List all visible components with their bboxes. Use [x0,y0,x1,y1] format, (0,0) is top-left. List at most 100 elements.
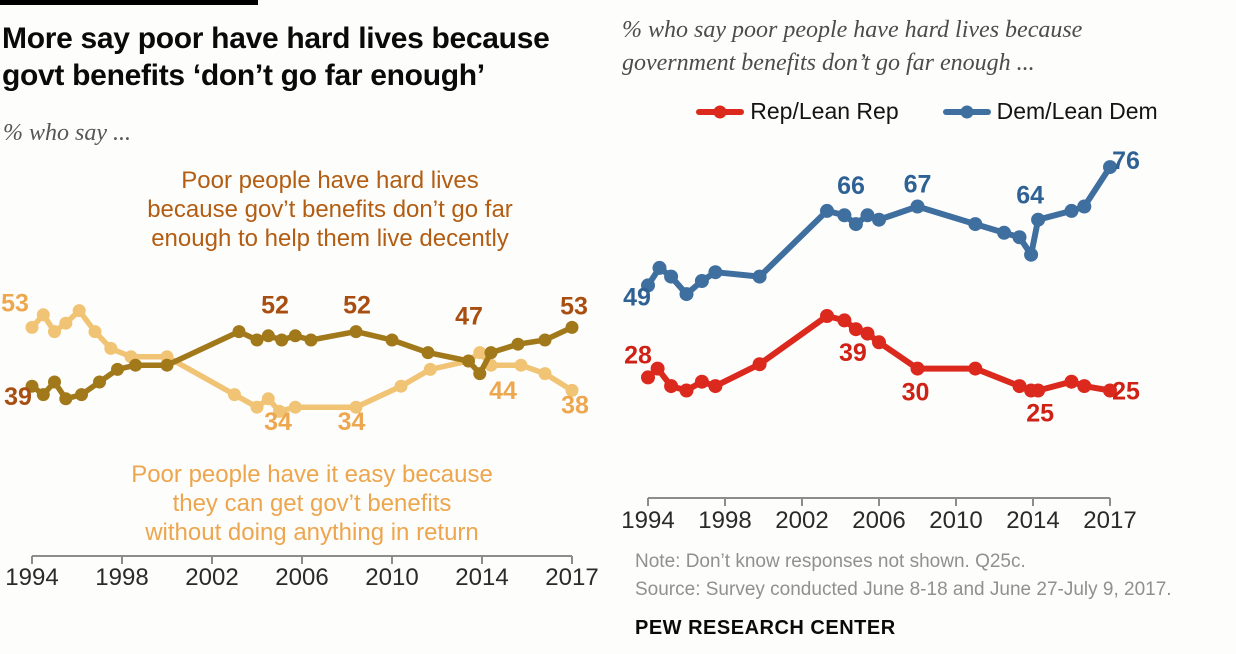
hard-lives-annotation: Poor people have hard lives because gov’… [147,167,513,252]
x-axis-label: 1998 [95,564,148,591]
hard-lives-point [36,388,50,402]
hard-lives-value-label: 53 [560,292,588,320]
x-axis-label: 1998 [698,507,751,534]
rep-point [1103,383,1117,398]
dem-point [664,269,679,284]
dem-point [910,199,925,214]
hard-lives-point [484,346,498,360]
x-axis-label: 2002 [185,564,238,591]
hard-lives-point [538,333,552,347]
easy-point [261,392,275,406]
dem-point [1012,230,1027,245]
dem-point [708,265,723,280]
hard-lives-value-label: 47 [455,303,483,331]
easy-value-label: 53 [1,289,29,317]
rep-line [645,313,1113,394]
easy-point [59,316,73,330]
hard-lives-value-label: 52 [261,292,289,320]
rep-point [820,309,834,323]
dem-point [1064,203,1079,218]
rep-point [641,370,655,385]
source-text: Source: Survey conducted June 8-18 and J… [635,579,1172,600]
dem-point [652,260,667,275]
x-axis-label: 1994 [5,564,58,591]
page-title: More say poor have hard lives because go… [2,22,550,92]
hard-lives-point [565,320,579,334]
rep-point [679,383,694,398]
easy-point [349,400,363,414]
rep-point [910,361,925,376]
easy-point [288,400,302,414]
dem-value-label: 64 [1016,182,1044,210]
hard-lives-point [232,325,246,339]
top-accent-bar [0,0,258,5]
x-axis-label: 2010 [929,507,982,534]
easy-point [423,362,437,376]
easy-point [538,367,552,381]
hard-lives-value-label: 52 [343,292,371,320]
rep-point [1077,379,1092,394]
x-axis-label: 2014 [1006,507,1059,534]
hard-lives-point [511,337,525,351]
rep-value-label: 25 [1112,378,1140,406]
x-axis-label: 1994 [621,507,674,534]
rep-point [708,379,723,394]
hard-lives-point [473,367,487,381]
hard-lives-point [462,354,475,368]
rep-point [837,313,852,328]
hard-lives-point [421,346,435,360]
hard-lives-point [111,362,124,376]
rep-point [848,322,863,337]
easy-point [48,325,61,339]
hard-lives-point [129,358,142,372]
overall-trend-chart: 1994 1998 2002 2006 2010 2014 2017 53 34 34 44 38 39… [1,289,599,591]
rep-point [860,326,875,341]
dem-point [752,269,767,284]
rep-value-label: 25 [1026,400,1054,428]
dem-point [1031,212,1046,227]
rep-point [1012,379,1027,394]
easy-annotation: Poor people have it easy because they ca… [131,461,493,546]
hard-lives-point [93,375,106,389]
easy-point [394,379,408,393]
x-axis-label: 2006 [275,564,328,591]
rep-point [968,361,983,376]
easy-value-label: 38 [561,391,589,419]
dem-point [860,208,875,223]
hard-lives-point [25,379,39,393]
easy-point [250,400,264,414]
chart-legend: Rep/Lean Rep Dem/Lean Dem [618,98,1236,125]
dem-value-label: 67 [904,171,932,199]
hard-lives-point [275,333,289,347]
dem-point [1077,199,1092,214]
easy-point [473,346,487,360]
easy-point [25,320,39,334]
rep-point [752,357,767,372]
rep-value-label: 30 [902,379,930,407]
dem-point [848,217,863,232]
hard-lives-point [288,329,302,343]
easy-point [273,404,286,418]
hard-lives-point [75,388,88,402]
easy-value-label: 34 [264,408,292,436]
hard-lives-point [59,392,73,406]
hard-lives-point [304,333,318,347]
hard-lives-value-label: 39 [4,383,32,411]
x-axis-label: 2006 [852,507,905,534]
dem-point [694,274,709,288]
easy-point [36,308,50,322]
dem-line-marker-icon [942,105,991,118]
rep-point [694,374,709,389]
easy-value-label: 44 [489,377,517,405]
hard-lives-point [385,333,399,347]
legend-label-rep: Rep/Lean Rep [750,98,899,124]
legend-label-dem: Dem/Lean Dem [996,98,1158,124]
easy-point [565,383,579,397]
dem-point [641,278,655,293]
dem-point [1103,160,1117,175]
partisan-trend-chart: 1994 1998 2002 2006 2010 2014 2017 28 39 30 25 25 49… [621,147,1140,534]
dem-point [1024,247,1039,262]
dem-value-label: 66 [837,172,865,200]
dem-point [820,203,834,218]
